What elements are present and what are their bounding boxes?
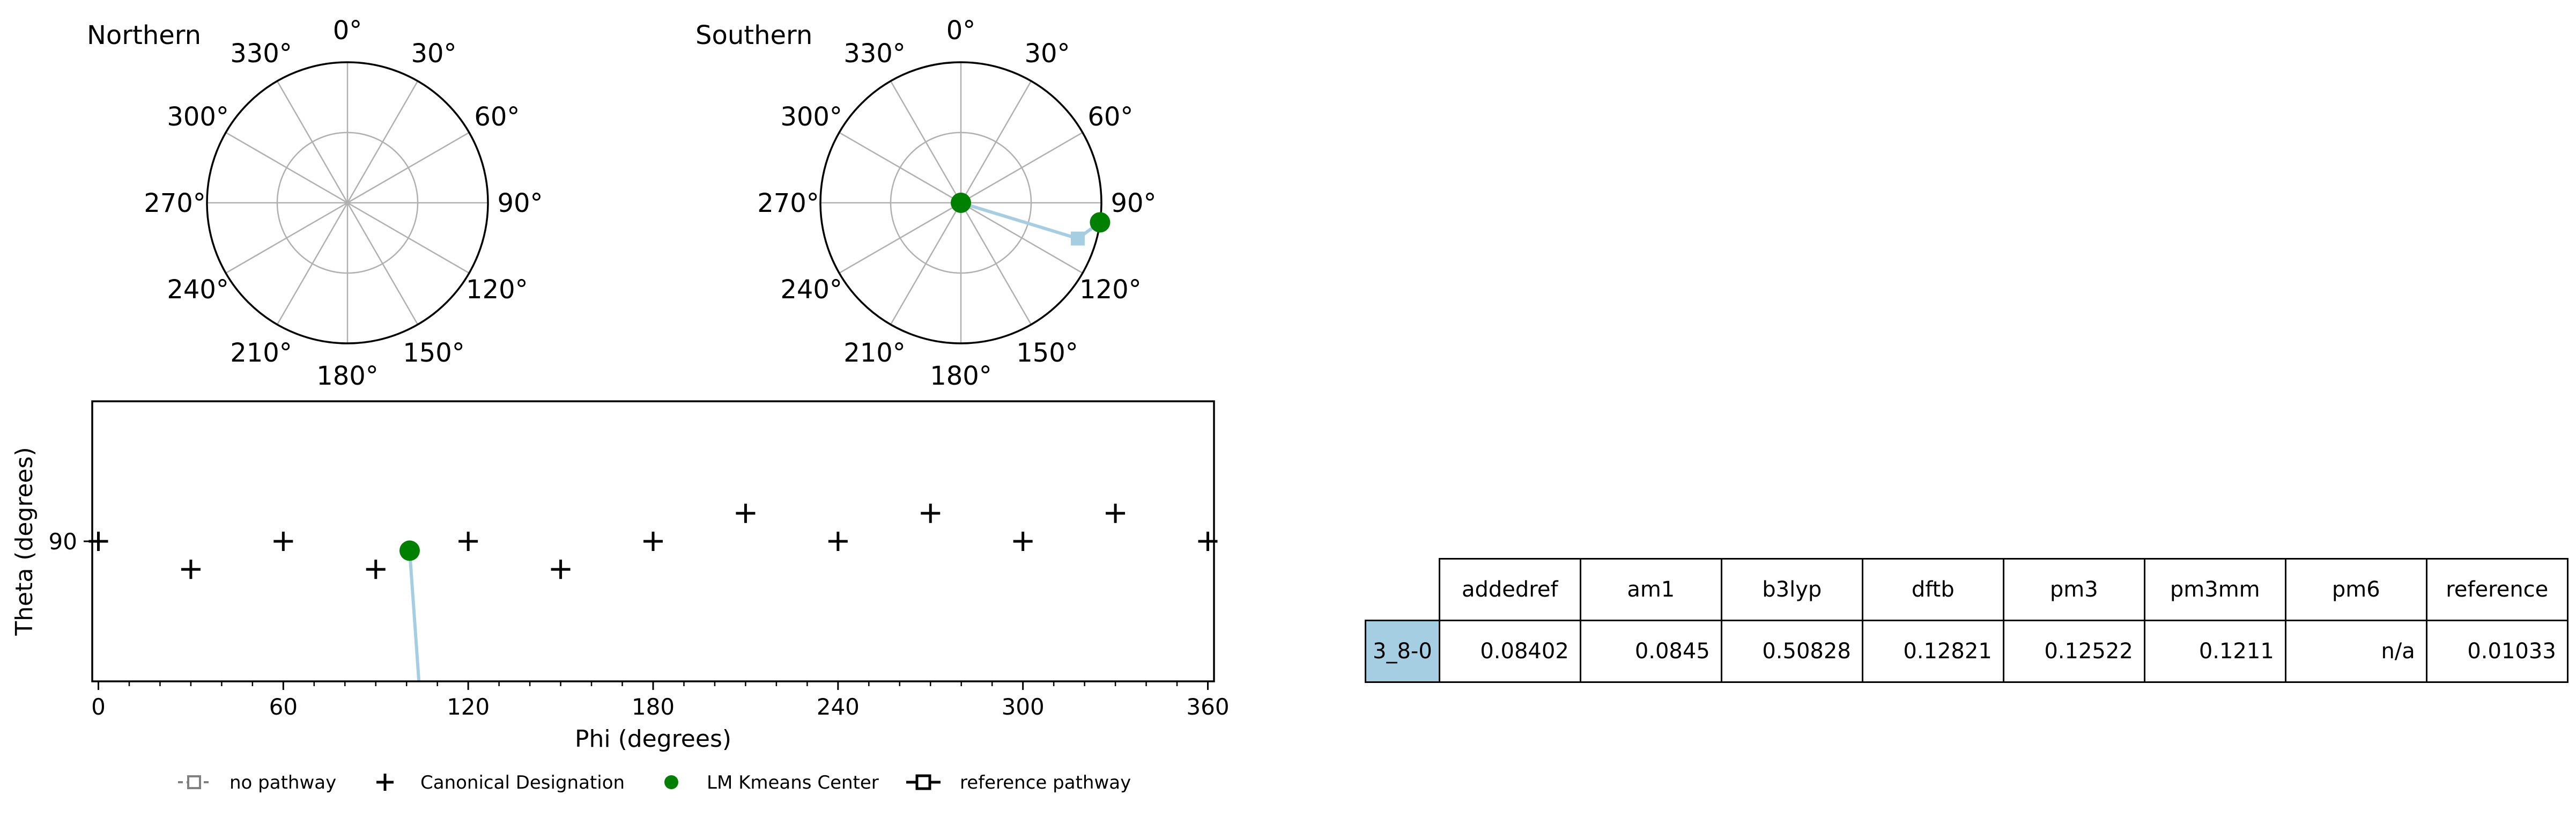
table-cell: 0.1211 (2143, 620, 2286, 683)
canonical-designation-point (1106, 503, 1126, 523)
table-cell: n/a (2284, 620, 2427, 683)
polar-tick-label: 300° (780, 102, 842, 132)
lm-kmeans-center-point (1090, 212, 1111, 233)
canonical-designation-point (458, 532, 478, 551)
polar-tick-label: 30° (1024, 39, 1070, 69)
table-cell: 0.50828 (1720, 620, 1863, 683)
polar-ring (890, 131, 1032, 274)
table-column-header: dftb (1861, 558, 2004, 621)
polar-tick-label: 240° (167, 275, 229, 305)
polar-tick-label: 210° (843, 338, 906, 368)
canonical-designation-point (921, 503, 941, 523)
x-tick-label: 240 (817, 694, 860, 720)
polar-tick-label: 270° (757, 188, 819, 218)
legend-label: reference pathway (960, 772, 1131, 793)
polar-tick-label: 90° (1111, 188, 1156, 218)
canonical-designation-point (736, 503, 756, 523)
polar-tick-label: 150° (403, 338, 465, 368)
polar-tick-label: 0° (946, 16, 976, 46)
results-table: addedref am1 b3lyp dftb pm3 pm3mm pm6 reference… (1365, 558, 2568, 683)
table-cell: 0.12821 (1861, 620, 2004, 683)
polar-tick-label: 60° (1087, 102, 1133, 132)
reference-pathway-line (408, 550, 421, 681)
polar-title: Northern (87, 20, 201, 50)
polar-title: Southern (695, 20, 812, 50)
polar-outer-circle (206, 61, 489, 344)
lm-kmeans-center-point (951, 193, 971, 213)
polar-tick-label: 30° (411, 39, 456, 69)
canonical-designation-point (551, 560, 571, 579)
x-tick-label: 60 (269, 694, 298, 720)
polar-tick-label: 90° (497, 188, 543, 218)
canonical-designation-point (643, 532, 663, 551)
table-cell: 0.0845 (1579, 620, 1722, 683)
legend-no-pathway-marker (187, 775, 201, 789)
table-header-row: addedref am1 b3lyp dftb pm3 pm3mm pm6 reference (1365, 558, 2568, 621)
table-column-header: reference (2425, 558, 2568, 621)
canonical-designation-point (1198, 532, 1218, 551)
polar-tick-label: 240° (780, 275, 842, 305)
legend-label: no pathway (230, 772, 336, 793)
x-tick-label: 120 (447, 694, 490, 720)
canonical-designation-point (273, 532, 293, 551)
phi-theta-scatter-plot: 0 60 120 180 240 300 360 90 Phi (degrees) Theta (… (11, 400, 1230, 753)
table-body: 3_8-0 0.08402 0.0845 0.50828 0.12821 0.12522 0… (1365, 620, 2568, 683)
table-column-header: am1 (1579, 558, 1722, 621)
table-column-header: pm3mm (2143, 558, 2286, 621)
northern-polar-plot: Northern 0° 30° 60° 90° 120° 150° 180° 210° 240° 2… (87, 16, 543, 391)
polar-tick-label: 0° (333, 16, 362, 46)
table-column-header: addedref (1438, 558, 1581, 621)
polar-tick-label: 330° (230, 39, 292, 69)
polar-tick-label: 180° (316, 361, 379, 391)
table-corner (1365, 558, 1440, 621)
table-column-header: b3lyp (1720, 558, 1863, 621)
southern-polar-plot: Southern 0° 30° 60° 90° 120° 150° 180° 210° 240° 2… (695, 16, 1157, 391)
polar-tick-label: 330° (843, 39, 906, 69)
x-tick-label: 360 (1186, 694, 1229, 720)
y-tick-label: 90 (49, 528, 77, 555)
table-cell: 0.01033 (2425, 620, 2568, 683)
polar-tick-label: 120° (1079, 275, 1142, 305)
x-tick-label: 300 (1002, 694, 1045, 720)
table-row: 3_8-0 0.08402 0.0845 0.50828 0.12821 0.12522 0… (1365, 620, 2568, 683)
canonical-designation-point (181, 560, 201, 579)
x-tick-label: 0 (91, 694, 106, 720)
polar-ring (276, 131, 419, 274)
polar-tick-label: 210° (230, 338, 292, 368)
polar-tick-label: 270° (144, 188, 206, 218)
y-axis-label: Theta (degrees) (11, 447, 38, 636)
legend-canonical-designation-marker (376, 774, 394, 791)
legend-label: LM Kmeans Center (707, 772, 879, 793)
lm-kmeans-center-point (399, 540, 420, 561)
legend-reference-pathway-marker (915, 774, 931, 790)
legend-label: Canonical Designation (420, 772, 625, 793)
x-axis-label: Phi (degrees) (575, 725, 731, 753)
canonical-designation-point (88, 532, 108, 551)
x-tick-label: 180 (632, 694, 675, 720)
table-row-label: 3_8-0 (1365, 620, 1440, 683)
table-cell: 0.12522 (2002, 620, 2145, 683)
legend-lm-kmeans-center-marker (664, 775, 678, 789)
table-column-header: pm3 (2002, 558, 2145, 621)
reference-pathway-point (1070, 231, 1085, 246)
canonical-designation-point (828, 532, 848, 551)
table-column-header: pm6 (2284, 558, 2427, 621)
polar-tick-label: 150° (1016, 338, 1078, 368)
polar-tick-label: 180° (930, 361, 992, 391)
polar-tick-label: 300° (167, 102, 229, 132)
canonical-designation-point (1013, 532, 1033, 551)
canonical-designation-point (366, 560, 386, 579)
legend: no pathway Canonical Designation LM Kmeans… (178, 772, 1131, 793)
polar-tick-label: 60° (474, 102, 520, 132)
polar-outer-circle (819, 61, 1102, 344)
polar-tick-label: 120° (466, 275, 528, 305)
table-cell: 0.08402 (1438, 620, 1581, 683)
